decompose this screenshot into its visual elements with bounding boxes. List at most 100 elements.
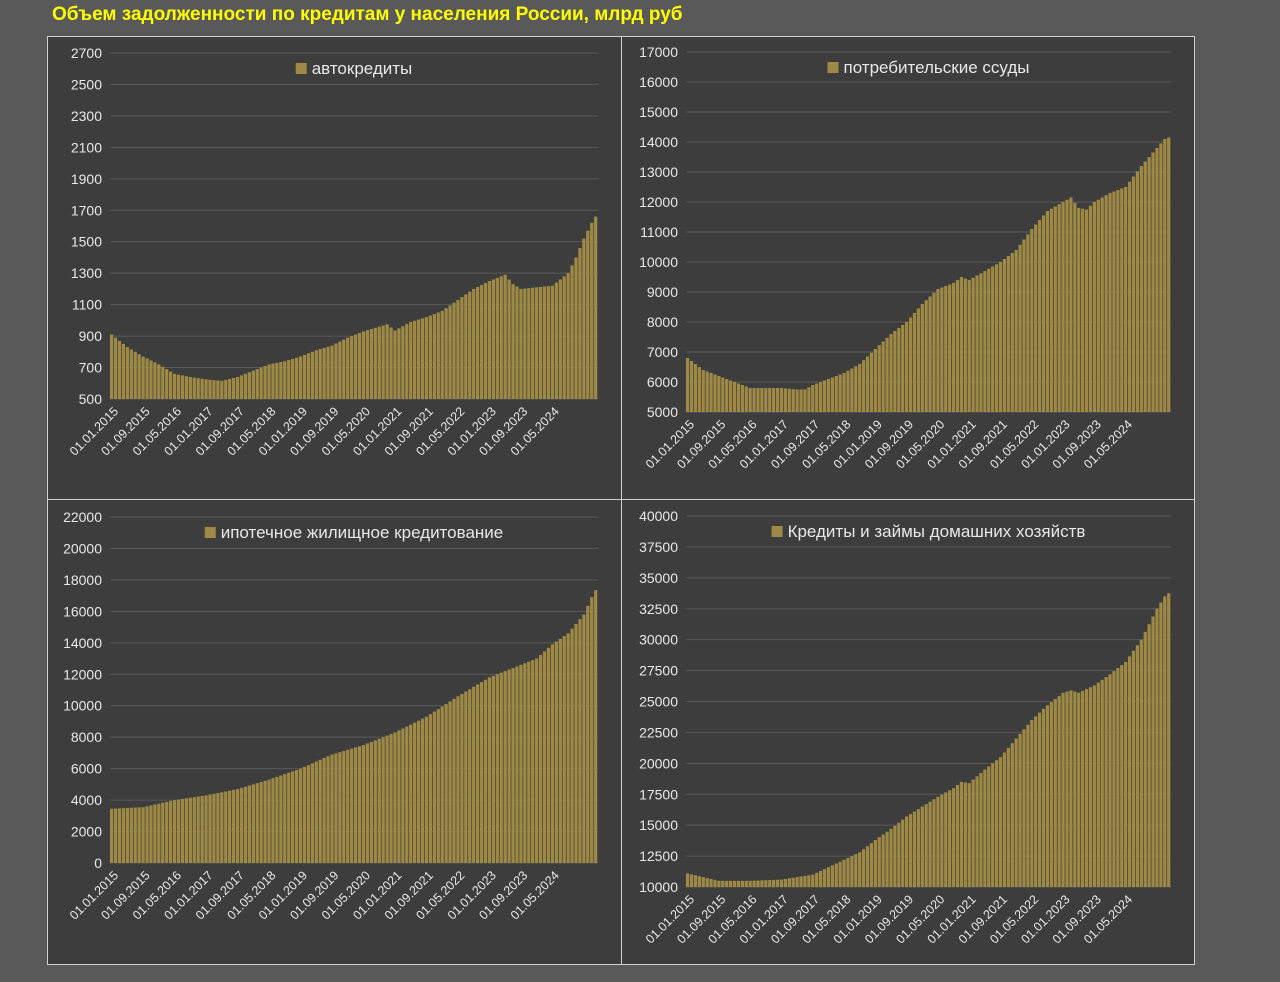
- bar: [1073, 691, 1077, 887]
- bar: [1077, 208, 1081, 412]
- bar: [468, 689, 472, 863]
- bar: [901, 819, 905, 887]
- bar: [361, 331, 366, 399]
- bar: [188, 797, 192, 863]
- bar: [944, 792, 948, 887]
- bar: [255, 783, 259, 863]
- bar: [865, 846, 870, 887]
- bar: [1026, 724, 1030, 887]
- bar: [834, 863, 838, 887]
- bar: [472, 686, 476, 863]
- bar: [983, 769, 987, 887]
- bar: [251, 784, 255, 863]
- bar: [1143, 161, 1147, 412]
- bar: [721, 377, 725, 412]
- bar: [1167, 593, 1171, 887]
- bar: [322, 347, 326, 399]
- bar: [979, 772, 983, 887]
- bar: [235, 789, 240, 863]
- bar: [1112, 671, 1116, 887]
- bar: [1084, 689, 1089, 887]
- bar: [1038, 220, 1042, 412]
- bar: [365, 743, 370, 863]
- bar: [562, 276, 566, 399]
- bar: [1163, 596, 1167, 887]
- bar: [468, 291, 472, 399]
- bar: [594, 590, 598, 863]
- bar: [994, 760, 999, 887]
- bar: [955, 280, 960, 412]
- bar: [507, 279, 511, 399]
- bar: [1030, 229, 1034, 412]
- bar: [701, 877, 705, 887]
- bar: [1045, 705, 1050, 887]
- bar: [393, 330, 397, 399]
- chart-household-loans: 10000 12500 15000 17500 20000 22500 25000 27500…: [639, 508, 1171, 946]
- bar: [110, 808, 114, 863]
- bar: [779, 388, 784, 412]
- bar: [1065, 199, 1069, 412]
- bar: [1151, 616, 1155, 887]
- bar: [948, 790, 952, 887]
- bar: [1127, 181, 1132, 412]
- bar: [729, 880, 733, 887]
- bar: [322, 758, 326, 863]
- bar: [729, 380, 733, 412]
- bar: [365, 330, 370, 399]
- bar: [979, 273, 983, 412]
- bar: [550, 644, 555, 863]
- bar: [826, 379, 831, 412]
- bar: [283, 774, 287, 863]
- bar: [330, 754, 334, 863]
- y-tick-label: 9000: [647, 284, 678, 300]
- bar: [538, 286, 543, 399]
- bar: [582, 238, 586, 399]
- y-tick-label: 0: [94, 855, 102, 871]
- bar: [740, 385, 744, 412]
- bar: [491, 279, 495, 399]
- bar: [294, 770, 299, 863]
- bar: [263, 365, 267, 399]
- bar: [338, 341, 342, 399]
- bar: [562, 636, 566, 863]
- bar: [807, 875, 811, 887]
- bar: [590, 597, 594, 863]
- y-tick-label: 17500: [639, 786, 678, 802]
- bar: [815, 383, 819, 412]
- y-tick-label: 27500: [639, 663, 678, 679]
- y-tick-label: 2300: [71, 108, 102, 124]
- bar: [165, 801, 169, 863]
- bar: [1131, 650, 1136, 887]
- bar: [157, 803, 161, 863]
- bar: [503, 671, 507, 863]
- bar: [799, 389, 803, 412]
- bar: [940, 287, 944, 412]
- bar: [424, 317, 429, 399]
- bar: [748, 880, 752, 887]
- bar: [523, 663, 527, 863]
- bar: [709, 878, 713, 887]
- bar: [401, 728, 405, 863]
- bar: [1081, 208, 1085, 412]
- bar: [161, 366, 165, 399]
- bar: [936, 289, 940, 412]
- bar: [905, 322, 909, 412]
- bar: [846, 857, 850, 887]
- bar: [1014, 738, 1018, 887]
- bar: [1073, 202, 1077, 412]
- bar: [1120, 188, 1124, 412]
- y-tick-label: 40000: [639, 508, 678, 524]
- bar: [586, 605, 590, 863]
- bar: [342, 750, 346, 863]
- bar: [791, 877, 795, 887]
- bar: [535, 658, 539, 863]
- bar: [740, 880, 744, 887]
- bar: [306, 353, 311, 399]
- bar: [807, 387, 811, 412]
- bar: [1006, 747, 1010, 888]
- page-title: Объем задолженности по кредитам у населе…: [52, 4, 683, 25]
- bar: [279, 362, 283, 399]
- bar: [298, 356, 303, 399]
- bar: [196, 378, 200, 399]
- bar: [1167, 137, 1171, 412]
